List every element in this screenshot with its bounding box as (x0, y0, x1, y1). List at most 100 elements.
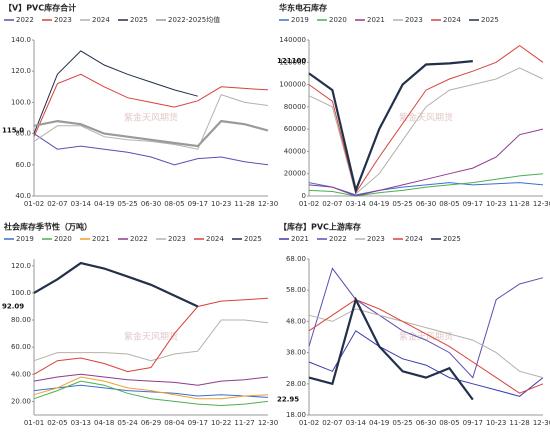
y-tick-label: 60.0 (15, 161, 31, 169)
y-tick-label: 58.00 (286, 286, 306, 294)
y-tick-label: 100.0 (11, 289, 31, 297)
x-tick-label: 12-30 (533, 419, 550, 427)
x-tick-label: 04-19 (369, 419, 389, 427)
x-tick-label: 04-18 (94, 419, 114, 427)
y-tick-label: 80.0 (15, 130, 31, 138)
legend-label: 2023 (405, 16, 423, 24)
legend-label: 2023 (168, 235, 186, 243)
x-tick-label: 06-30 (416, 419, 436, 427)
x-tick-label: 06-29 (141, 419, 161, 427)
x-tick-label: 03-13 (71, 419, 91, 427)
annotation: 121100 (277, 57, 306, 65)
x-tick-label: 11-27 (234, 419, 254, 427)
x-tick-label: 04-19 (94, 200, 114, 208)
y-tick-label: 20.00 (11, 397, 31, 405)
chart-title: 【库存】PVC上游库存 (279, 222, 361, 232)
series-line (308, 330, 544, 397)
x-tick-label: 10-23 (486, 419, 506, 427)
x-tick-label: 02-07 (47, 200, 67, 208)
series-line (33, 93, 269, 150)
series-line (33, 119, 269, 148)
chart-panel: 【V】PVC库存合计 2022 2023 2024 2025 2022-2025均值紫金天… (2, 3, 278, 209)
x-tick-label: 02-07 (322, 419, 342, 427)
y-tick-label: 60000 (284, 125, 306, 133)
y-tick-label: 80000 (284, 103, 306, 111)
x-tick-label: 09-17 (463, 200, 483, 208)
x-tick-label: 10-22 (211, 419, 231, 427)
y-tick-label: 60.00 (11, 343, 31, 351)
legend-label: 2023 (54, 16, 72, 24)
y-tick-label: 0 (302, 192, 306, 200)
y-tick-label: 38.00 (286, 349, 306, 357)
y-tick-label: 20000 (284, 170, 306, 178)
x-tick-label: 03-14 (346, 419, 367, 427)
x-tick-label: 08-04 (164, 419, 185, 427)
chart-panel: 【库存】PVC上游库存 2021 2022 2023 2024 2025 紫金天风期货 18.… (277, 222, 550, 428)
series-line (308, 267, 544, 379)
y-tick-label: 100000 (279, 81, 306, 89)
series-line (33, 376, 269, 400)
y-tick-label: 120.0 (11, 262, 31, 270)
series-line (308, 128, 544, 197)
x-tick-label: 06-30 (141, 200, 161, 208)
series-line (33, 261, 199, 308)
legend-label: 2025 (130, 16, 148, 24)
series-line (33, 297, 269, 375)
watermark: 紫金天风期货 (399, 112, 453, 124)
annotation: 115.0 (2, 126, 24, 134)
x-tick-label: 05-24 (117, 419, 138, 427)
x-tick-label: 05-25 (117, 200, 137, 208)
x-tick-label: 09-17 (188, 419, 208, 427)
chart-panel: 社会库存季节性（万吨） 2019 2020 2021 2022 2023 2024 2025 紫… (2, 222, 278, 428)
x-tick-label: 05-25 (392, 419, 412, 427)
chart-title: 【V】PVC库存合计 (4, 3, 76, 13)
x-tick-label: 12-30 (258, 419, 278, 427)
y-tick-label: 40.00 (11, 370, 31, 378)
watermark: 紫金天风期货 (399, 331, 453, 343)
chart-panel: 华东电石库存 2019 2020 2021 2023 2024 2025 紫金天风期货 0 200… (277, 3, 550, 209)
x-tick-label: 12-30 (533, 200, 550, 208)
x-tick-label: 09-17 (188, 200, 208, 208)
legend-label: 2019 (291, 16, 309, 24)
legend-label: 2021 (92, 235, 110, 243)
y-tick-label: 140.0 (11, 36, 31, 44)
series-line (33, 384, 269, 398)
legend-label: 2025 (481, 16, 499, 24)
x-tick-label: 01-02 (299, 200, 319, 208)
series-line (308, 60, 473, 195)
legend-label: 2025 (443, 235, 461, 243)
legend-label: 2020 (329, 16, 347, 24)
x-tick-label: 03-14 (346, 200, 367, 208)
series-line (33, 319, 269, 362)
y-tick-label: 120000 (279, 58, 306, 66)
x-tick-label: 02-05 (47, 419, 67, 427)
y-tick-label: 100.0 (11, 98, 31, 106)
x-tick-label: 05-25 (392, 200, 412, 208)
legend-label: 2024 (206, 235, 224, 243)
series-line (308, 308, 544, 379)
x-tick-label: 02-07 (322, 200, 342, 208)
x-tick-label: 04-19 (369, 200, 389, 208)
series-line (33, 380, 269, 407)
legend-label: 2022-2025均值 (168, 15, 220, 24)
annotation: 22.95 (277, 396, 299, 404)
x-tick-label: 10-23 (211, 200, 231, 208)
x-tick-label: 01-02 (299, 419, 319, 427)
x-tick-label: 08-05 (439, 200, 459, 208)
legend-label: 2022 (329, 235, 347, 243)
y-tick-label: 40000 (284, 147, 306, 155)
legend-label: 2019 (16, 235, 34, 243)
legend-label: 2024 (405, 235, 423, 243)
legend-label: 2024 (92, 16, 110, 24)
y-tick-label: 28.00 (286, 380, 306, 388)
series-line (33, 133, 269, 166)
series-line (33, 373, 269, 386)
x-tick-label: 11-28 (509, 200, 529, 208)
legend-label: 2024 (443, 16, 461, 24)
x-tick-label: 08-05 (439, 419, 459, 427)
series-line (308, 173, 544, 197)
y-tick-label: 68.00 (286, 255, 306, 263)
x-tick-label: 12-30 (258, 200, 278, 208)
x-tick-label: 11-28 (234, 200, 254, 208)
